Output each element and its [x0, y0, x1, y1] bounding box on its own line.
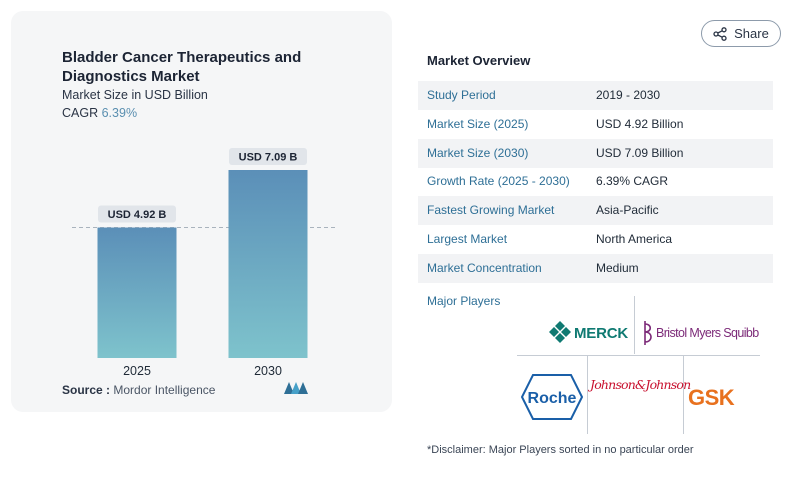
- overview-row: Market Size (2030) USD 7.09 Billion: [418, 139, 773, 168]
- bar-2025: [97, 227, 177, 358]
- grid-divider: [587, 355, 588, 434]
- grid-divider: [634, 296, 635, 354]
- x-tick-label: 2025: [123, 364, 151, 378]
- source-label: Source :: [62, 383, 111, 397]
- share-icon: [713, 26, 727, 41]
- overview-row-value: USD 4.92 Billion: [596, 117, 684, 131]
- overview-row-label: Fastest Growing Market: [427, 203, 555, 217]
- share-button[interactable]: Share: [701, 20, 781, 47]
- overview-row: Study Period 2019 - 2030: [418, 81, 773, 110]
- major-players-label: Major Players: [427, 294, 501, 308]
- mordor-logo-icon: [284, 382, 308, 394]
- cagr-value: 6.39%: [101, 106, 138, 120]
- chart-card: [11, 11, 392, 412]
- bms-logo-text: Bristol Myers Squibb: [656, 326, 759, 340]
- roche-logo-text: Roche: [528, 390, 577, 407]
- overview-row: Fastest Growing Market Asia-Pacific: [418, 196, 773, 225]
- overview-row-label: Study Period: [427, 88, 496, 102]
- overview-row-label: Market Size (2030): [427, 146, 529, 160]
- overview-row: Market Size (2025) USD 4.92 Billion: [418, 110, 773, 139]
- disclaimer: *Disclaimer: Major Players sorted in no …: [427, 444, 694, 456]
- overview-row: Largest Market North America: [418, 225, 773, 254]
- grid-divider: [517, 355, 760, 356]
- bms-logo: Bristol Myers Squibb: [642, 318, 759, 348]
- bms-mark-icon: [644, 321, 652, 345]
- overview-row-label: Market Size (2025): [427, 117, 529, 131]
- overview-row-label: Largest Market: [427, 232, 508, 246]
- data-label: USD 7.09 B: [239, 152, 298, 164]
- overview-title: Market Overview: [427, 53, 531, 68]
- merck-mark-icon: [549, 321, 571, 343]
- merck-logo: MERCK: [549, 320, 628, 346]
- overview-row-value: 2019 - 2030: [596, 88, 661, 102]
- overview-row: Growth Rate (2025 - 2030) 6.39% CAGR: [418, 167, 773, 196]
- share-label: Share: [734, 26, 769, 41]
- data-label-pill: [98, 205, 176, 223]
- overview-row-value: Medium: [596, 261, 639, 275]
- cagr-label: CAGR: [62, 106, 99, 120]
- chart-title: Bladder Cancer Therapeutics and Diagnost…: [62, 49, 302, 85]
- overview-row-label: Market Concentration: [427, 261, 542, 275]
- overview-row: Market Concentration Medium: [418, 254, 773, 283]
- overview-row-value: Asia-Pacific: [596, 203, 659, 217]
- data-label-pill: [229, 148, 307, 165]
- overview-row-value: 6.39% CAGR: [596, 174, 669, 188]
- grid-divider: [683, 355, 684, 434]
- gsk-logo: GSK: [688, 385, 735, 410]
- x-tick-label: 2030: [254, 364, 282, 378]
- jnj-logo: Johnson&Johnson: [590, 377, 691, 392]
- source: Source : Mordor Intelligence: [62, 383, 215, 397]
- source-value: Mordor Intelligence: [113, 383, 216, 397]
- overview-row-value: USD 7.09 Billion: [596, 146, 684, 160]
- merck-logo-text: MERCK: [574, 324, 628, 342]
- chart-subtitle: Market Size in USD Billion: [62, 88, 208, 102]
- bar-chart: USD 4.92 B 2025 USD 7.09 B 2030: [72, 148, 336, 378]
- chart-cagr: CAGR 6.39%: [62, 106, 137, 120]
- overview-row-label: Growth Rate (2025 - 2030): [427, 174, 570, 188]
- data-label: USD 4.92 B: [108, 209, 167, 221]
- overview-row-value: North America: [596, 232, 673, 246]
- bar-2030: [228, 170, 308, 358]
- roche-logo: Roche: [521, 374, 583, 420]
